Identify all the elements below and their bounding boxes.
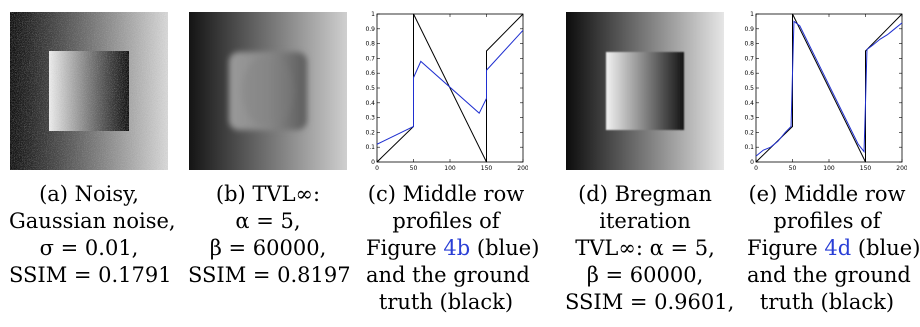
caption-a-line-1: (a) Noisy,	[39, 182, 139, 206]
caption-b-line-4: SSIM = 0.8197	[188, 263, 351, 287]
caption-d-line-4: β = 60000,	[586, 263, 704, 287]
caption-a-line-2: Gaussian noise,	[9, 209, 176, 233]
caption-d: (d) Bregman iteration TVL∞: α = 5, β = 6…	[565, 181, 735, 316]
x-tick-label: 0	[375, 165, 379, 172]
profile-plot-e: 0 0.1 0.2 0.3 0.4 0.5 0.6 0.7 0.8 0.9 1 0 50 100 150 20…	[744, 11, 907, 172]
x-tick-label: 100	[444, 165, 456, 172]
caption-b-line-1: (b) TVL∞:	[215, 182, 321, 206]
y-tick-label: 0.5	[365, 85, 375, 92]
x-tick-label: 200	[517, 165, 528, 172]
panel-a	[10, 8, 168, 178]
y-tick-label: 0.7	[365, 55, 375, 62]
x-tick-label: 150	[860, 165, 872, 172]
caption-e: (e) Middle row profiles of Figure 4d (bl…	[747, 181, 920, 316]
caption-b-line-3: β = 60000,	[209, 236, 327, 260]
y-tick-label: 0.7	[744, 55, 754, 62]
y-tick-label: 0.9	[744, 26, 754, 33]
y-tick-label: 0.4	[744, 100, 754, 107]
caption-d-line-1: (d) Bregman	[578, 182, 712, 206]
panel-c: 0 0.1 0.2 0.3 0.4 0.5 0.6 0.7 0.8 0.9 1 0 50 100 150 20…	[363, 8, 528, 178]
caption-c-line-4: and the ground	[366, 263, 530, 287]
panel-d	[566, 8, 724, 178]
bregman-image	[566, 12, 724, 170]
caption-e-suffix: (blue)	[851, 236, 920, 260]
noisy-image	[10, 12, 168, 170]
y-tick-label: 0.3	[365, 115, 375, 122]
caption-c-line-1: (c) Middle row	[367, 182, 525, 206]
profile-line	[376, 29, 524, 145]
caption-c: (c) Middle row profiles of Figure 4b (bl…	[366, 181, 539, 316]
caption-c-suffix: (blue)	[470, 236, 540, 260]
caption-e-line-2: profiles of	[773, 209, 881, 233]
caption-d-line-3: TVL∞: α = 5,	[575, 236, 715, 260]
y-tick-label: 0.1	[744, 144, 754, 151]
y-tick-label: 1	[750, 11, 754, 18]
caption-e-line-3: Figure 4d (blue)	[747, 235, 920, 262]
panel-e: 0 0.1 0.2 0.3 0.4 0.5 0.6 0.7 0.8 0.9 1 0 50 100 150 20…	[742, 8, 907, 178]
x-tick-label: 50	[410, 165, 418, 172]
caption-e-line-1: (e) Middle row	[748, 182, 906, 206]
caption-b: (b) TVL∞: α = 5, β = 60000, SSIM = 0.819…	[188, 181, 351, 289]
x-tick-label: 0	[754, 165, 758, 172]
panel-b	[189, 8, 347, 178]
caption-c-line-5: truth (black)	[378, 290, 514, 314]
profile-plot-c: 0 0.1 0.2 0.3 0.4 0.5 0.6 0.7 0.8 0.9 1 0 50 100 150 20…	[365, 11, 528, 172]
figure-4b-link[interactable]: 4b	[443, 236, 471, 260]
profile-line	[755, 20, 903, 157]
y-tick-label: 0.4	[365, 100, 375, 107]
y-tick-label: 0.1	[365, 144, 375, 151]
ground-truth-line	[755, 13, 903, 163]
caption-c-line-3: Figure 4b (blue)	[366, 235, 539, 262]
y-tick-label: 0.3	[744, 115, 754, 122]
caption-a-line-4: SSIM = 0.1791	[9, 263, 172, 287]
x-tick-label: 100	[823, 165, 835, 172]
x-tick-label: 200	[896, 165, 907, 172]
y-tick-label: 0.2	[744, 129, 754, 136]
caption-e-prefix: Figure	[747, 236, 825, 260]
y-tick-label: 0.8	[365, 41, 375, 48]
caption-c-line-2: profiles of	[392, 209, 500, 233]
caption-a-line-3: σ = 0.01,	[39, 236, 139, 260]
caption-c-prefix: Figure	[366, 236, 444, 260]
x-tick-label: 150	[481, 165, 493, 172]
y-tick-label: 0	[371, 159, 375, 166]
caption-e-line-4: and the ground	[747, 263, 911, 287]
caption-a: (a) Noisy, Gaussian noise, σ = 0.01, SSI…	[9, 181, 176, 289]
y-tick-label: 0.2	[365, 129, 375, 136]
caption-e-line-5: truth (black)	[759, 290, 895, 314]
figure-4d-link[interactable]: 4d	[824, 236, 852, 260]
y-tick-label: 0.9	[365, 26, 375, 33]
y-tick-label: 0	[750, 159, 754, 166]
y-tick-label: 0.6	[744, 70, 754, 77]
x-tick-label: 50	[789, 165, 797, 172]
y-tick-label: 0.6	[365, 70, 375, 77]
ground-truth-line	[376, 13, 524, 163]
caption-d-line-2: iteration	[599, 209, 691, 233]
y-tick-label: 0.5	[744, 85, 754, 92]
tvl-image	[189, 12, 347, 170]
caption-b-line-2: α = 5,	[235, 209, 301, 233]
caption-d-line-5: SSIM = 0.9601,	[565, 290, 735, 314]
y-tick-label: 0.8	[744, 41, 754, 48]
y-tick-label: 1	[371, 11, 375, 18]
